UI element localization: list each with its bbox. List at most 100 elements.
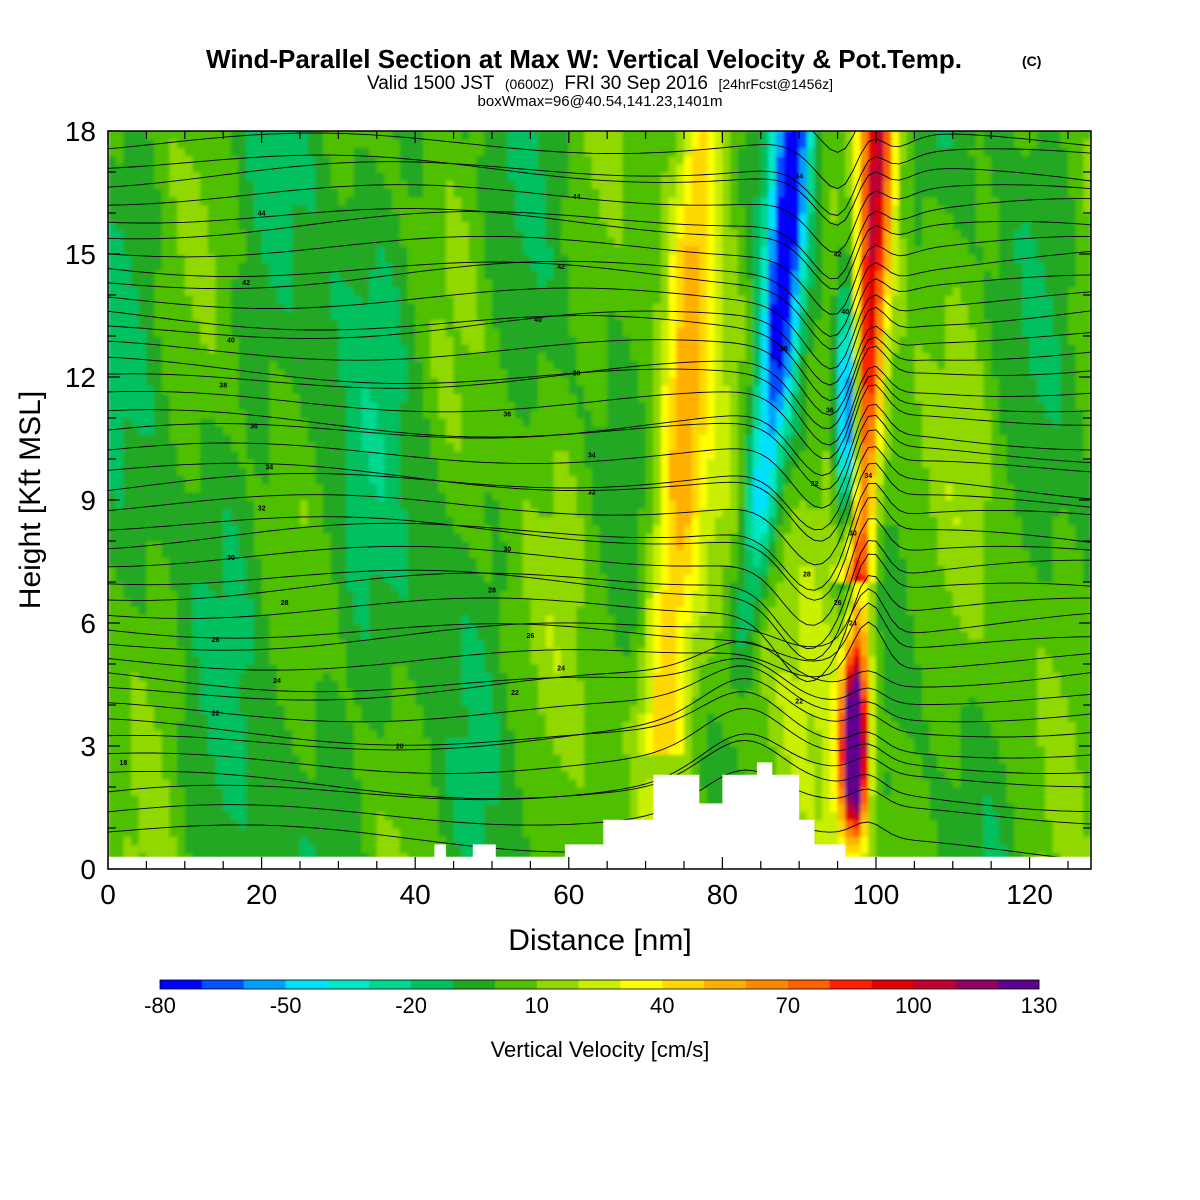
field-cell (445, 631, 455, 640)
field-cell (269, 770, 278, 780)
field-cell (307, 541, 316, 550)
field-cell (161, 254, 171, 263)
field-cell (399, 213, 409, 222)
field-cell (476, 467, 485, 476)
field-cell (207, 754, 217, 763)
field-cell (330, 434, 339, 444)
field-cell (108, 295, 117, 304)
field-cell (315, 352, 324, 362)
field-cell (399, 705, 409, 714)
field-cell (123, 180, 132, 189)
field-cell (330, 131, 339, 140)
field-cell (438, 213, 447, 222)
field-cell (169, 467, 178, 476)
field-cell (123, 196, 132, 206)
field-cell (376, 409, 386, 419)
field-cell (399, 795, 409, 804)
field-cell (484, 664, 493, 673)
field-cell (461, 385, 470, 394)
field-cell (184, 180, 194, 189)
field-cell (299, 434, 309, 444)
field-cell (361, 688, 370, 698)
field-cell (146, 721, 155, 731)
field-cell (323, 131, 332, 140)
field-cell (369, 762, 378, 772)
field-cell (415, 336, 424, 345)
field-cell (399, 303, 409, 312)
field-cell (207, 836, 217, 845)
field-cell (253, 606, 263, 616)
field-cell (284, 803, 293, 813)
field-cell (438, 475, 447, 485)
field-cell (392, 532, 401, 542)
field-cell (468, 426, 478, 435)
field-cell (207, 582, 217, 591)
field-cell (284, 368, 293, 378)
field-cell (200, 401, 209, 411)
field-cell (177, 221, 186, 230)
field-cell (515, 213, 524, 222)
field-cell (161, 614, 171, 624)
field-cell (238, 688, 247, 698)
field-cell (407, 590, 416, 599)
field-cell (230, 204, 240, 214)
field-cell (315, 541, 324, 550)
field-cell (184, 778, 194, 788)
field-cell (430, 221, 439, 230)
field-cell (515, 295, 524, 304)
field-cell (438, 180, 447, 189)
field-cell (384, 737, 393, 747)
field-cell (169, 344, 178, 353)
field-cell (330, 475, 339, 485)
field-cell (422, 680, 432, 690)
field-cell (315, 155, 324, 165)
field-cell (430, 163, 439, 173)
field-cell (468, 705, 478, 714)
field-cell (161, 303, 171, 312)
field-cell (269, 828, 278, 837)
field-cell (215, 746, 224, 755)
field-cell (138, 606, 147, 616)
field-cell (223, 352, 232, 362)
field-cell (154, 360, 163, 370)
field-cell (207, 762, 217, 772)
field-cell (169, 631, 178, 640)
field-cell (307, 262, 316, 271)
field-cell (338, 500, 347, 509)
field-cell (207, 532, 217, 542)
field-cell (353, 442, 363, 452)
field-cell (215, 475, 224, 485)
field-cell (131, 770, 140, 780)
field-cell (369, 828, 378, 837)
field-cell (184, 278, 194, 288)
field-cell (407, 582, 416, 591)
field-cell (376, 721, 386, 731)
field-cell (307, 795, 316, 804)
field-cell (484, 450, 493, 460)
field-cell (453, 196, 462, 206)
field-cell (522, 590, 531, 599)
field-cell (123, 680, 132, 690)
field-cell (169, 811, 178, 821)
field-cell (223, 221, 232, 230)
field-cell (453, 532, 462, 542)
field-cell (399, 721, 409, 731)
field-cell (515, 303, 524, 312)
field-cell (184, 229, 194, 239)
field-cell (491, 614, 501, 624)
field-cell (292, 196, 301, 206)
field-cell (200, 237, 209, 247)
field-cell (376, 713, 386, 722)
field-cell (384, 746, 393, 755)
field-cell (361, 500, 370, 509)
field-cell (491, 713, 501, 722)
field-cell (491, 213, 501, 222)
field-cell (445, 614, 455, 624)
field-cell (507, 426, 516, 435)
field-cell (392, 344, 401, 353)
field-cell (131, 819, 140, 829)
field-cell (276, 450, 286, 460)
field-cell (284, 409, 293, 419)
field-cell (215, 434, 224, 444)
field-cell (169, 204, 178, 214)
